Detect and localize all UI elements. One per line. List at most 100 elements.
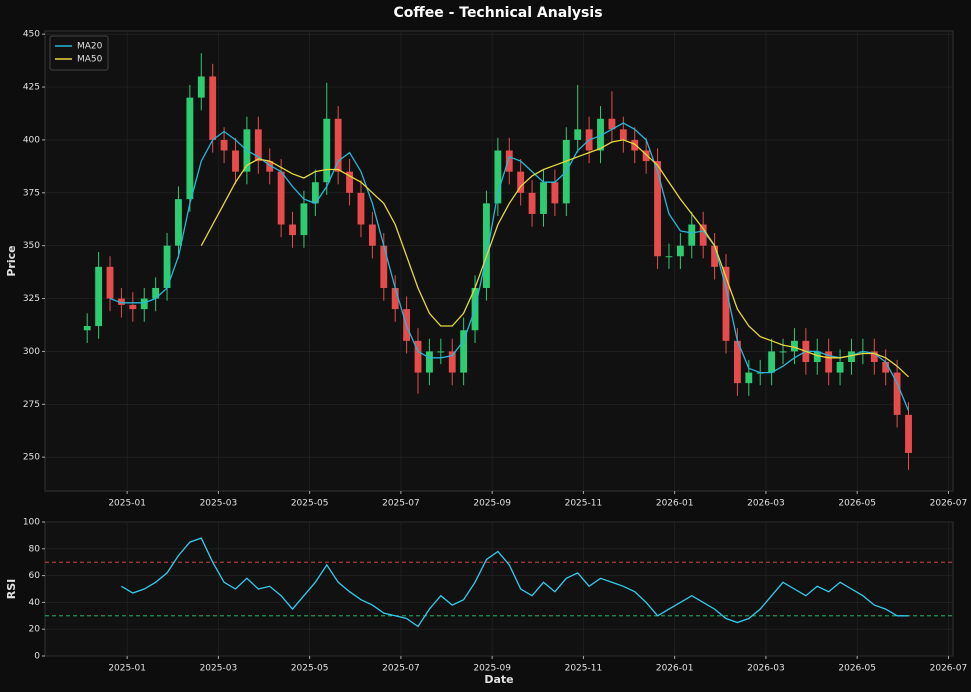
plot-area	[44, 521, 954, 657]
x-tick-label: 2025-07	[382, 664, 420, 674]
x-tick-label: 2026-07	[930, 499, 968, 509]
candle-body	[118, 298, 125, 305]
candle-body	[152, 287, 160, 299]
candle-body	[175, 199, 182, 246]
candle-body	[688, 224, 696, 246]
y-tick-label: 80	[29, 544, 41, 554]
candle-body	[209, 76, 217, 140]
candle-body	[848, 351, 855, 362]
y-tick-label: 450	[23, 30, 40, 40]
candle-body	[311, 182, 319, 204]
x-tick-label: 2025-09	[473, 499, 511, 509]
candle-body	[813, 351, 821, 362]
candle-body	[528, 192, 536, 214]
x-tick-label: 2025-01	[108, 499, 146, 509]
candle-body	[631, 139, 639, 151]
candle-body	[289, 224, 296, 236]
x-tick-label: 2026-01	[656, 499, 694, 509]
candle-body	[733, 340, 741, 384]
candle-body	[186, 97, 194, 200]
candle-body	[676, 245, 684, 257]
candle-body	[608, 118, 616, 130]
y-tick-label: 300	[23, 347, 40, 357]
candle-body	[517, 171, 525, 193]
candle-body	[905, 414, 912, 453]
y-tick-label: 40	[29, 598, 41, 608]
chart-title: Coffee - Technical Analysis	[393, 5, 602, 21]
x-tick-label: 2025-11	[565, 499, 603, 509]
y-axis-label: RSI	[5, 579, 18, 600]
y-tick-label: 325	[23, 294, 40, 304]
x-tick-label: 2026-05	[838, 499, 876, 509]
candle-body	[220, 139, 228, 151]
candle-body	[129, 304, 137, 310]
x-tick-label: 2026-03	[747, 499, 785, 509]
candle-body	[836, 361, 844, 373]
y-tick-label: 400	[23, 135, 40, 145]
candle-body	[699, 224, 707, 246]
candle-body	[791, 340, 798, 352]
candle-body	[711, 245, 719, 267]
candle-body	[494, 150, 502, 204]
candle-body	[391, 287, 399, 310]
moving-average-line	[200, 139, 909, 378]
candle-body	[779, 351, 787, 353]
candle-body	[505, 150, 513, 172]
candle-body	[893, 372, 901, 415]
y-tick-label: 100	[23, 518, 40, 528]
y-tick-label: 375	[23, 188, 40, 198]
candle-body	[368, 224, 376, 246]
y-tick-label: 275	[23, 400, 40, 410]
legend-label: MA50	[77, 55, 103, 65]
y-tick-label: 250	[23, 453, 40, 463]
candle-body	[323, 118, 331, 183]
candle-body	[232, 150, 239, 172]
x-tick-label: 2025-01	[108, 664, 146, 674]
y-tick-label: 20	[29, 625, 41, 635]
candle-body	[106, 266, 114, 299]
x-tick-label: 2026-05	[838, 664, 876, 674]
candle-body	[448, 351, 456, 373]
candle-body	[722, 266, 730, 341]
x-tick-label: 2025-07	[382, 499, 420, 509]
x-tick-label: 2025-05	[291, 499, 329, 509]
candle-body	[197, 76, 205, 98]
candle-body	[870, 351, 878, 362]
candle-body	[380, 245, 388, 288]
candle-body	[882, 361, 890, 373]
candle-body	[414, 340, 422, 373]
x-tick-label: 2026-01	[656, 664, 694, 674]
rsi-line	[121, 537, 909, 628]
candle-body	[619, 129, 627, 140]
candle-body	[334, 118, 342, 172]
candle-body	[163, 245, 171, 288]
candle-body	[460, 330, 468, 373]
x-axis-label: Date	[484, 673, 513, 686]
candle-body	[425, 351, 433, 373]
candle-body	[597, 118, 604, 151]
x-tick-label: 2025-05	[291, 664, 329, 674]
candle-body	[483, 203, 490, 288]
candle-body	[574, 129, 582, 140]
x-tick-label: 2026-03	[747, 664, 785, 674]
candle-body	[654, 161, 661, 257]
candle-body	[300, 203, 308, 236]
candle-body	[745, 372, 753, 384]
y-axis-label: Price	[5, 245, 18, 276]
candle-body	[346, 171, 353, 193]
x-tick-label: 2025-03	[200, 664, 238, 674]
y-tick-label: 60	[29, 571, 41, 581]
candle-body	[642, 150, 650, 162]
candle-body	[254, 129, 262, 162]
moving-average-line	[109, 122, 910, 411]
candle-body	[665, 256, 673, 258]
y-tick-label: 425	[23, 83, 40, 93]
candle-body	[437, 351, 445, 353]
candle-body	[140, 298, 148, 310]
candle-body	[95, 266, 103, 327]
candle-body	[266, 161, 274, 172]
candle-body	[551, 182, 559, 204]
y-tick-label: 0	[34, 652, 40, 662]
